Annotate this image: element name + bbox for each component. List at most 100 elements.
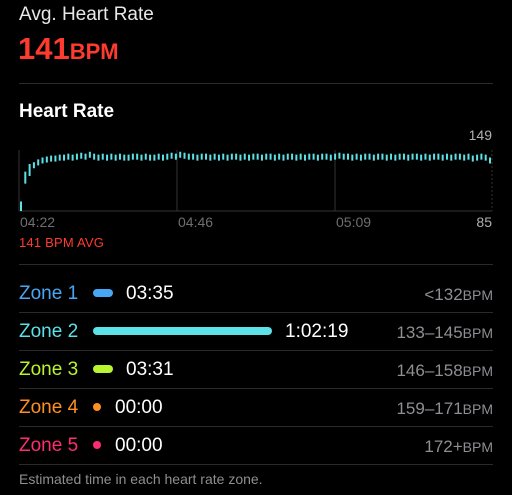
heart-rate-bar: [342, 153, 345, 160]
heart-rate-bar: [235, 153, 238, 160]
heart-rate-bar: [239, 154, 242, 161]
heart-rate-bar: [303, 154, 306, 161]
zone-time: 00:00: [115, 435, 163, 456]
x-tick-label: 04:22: [20, 214, 55, 230]
heart-rate-bar: [377, 153, 380, 160]
heart-rate-bar: [252, 153, 255, 160]
heart-rate-bar: [88, 151, 91, 158]
zone-range: 172+BPM: [424, 437, 493, 457]
heart-rate-bar: [84, 153, 87, 160]
zone-name: Zone 2: [19, 321, 79, 342]
footnote: Estimated time in each heart rate zone.: [19, 471, 263, 487]
heart-rate-bar: [489, 157, 491, 164]
heart-rate-bar: [325, 153, 328, 160]
y-min-label: 85: [476, 214, 492, 230]
heart-rate-bar: [243, 153, 246, 160]
heart-rate-bar: [458, 153, 461, 160]
heart-rate-bar: [97, 154, 100, 161]
heart-rate-bar: [467, 153, 470, 160]
heart-rate-bar: [445, 153, 448, 160]
heart-rate-bar: [402, 153, 405, 160]
heart-rate-bar: [28, 164, 31, 177]
heart-rate-bar: [385, 154, 388, 161]
heart-rate-bar: [334, 153, 337, 160]
heart-rate-bar: [329, 154, 332, 161]
heart-rate-bar: [428, 154, 431, 161]
zone-range-unit: BPM: [462, 439, 493, 455]
heart-rate-bar: [209, 154, 212, 161]
heart-rate-bar: [398, 153, 401, 160]
heart-rate-bar: [174, 153, 177, 160]
heart-rate-bar: [347, 153, 350, 160]
heart-rate-bar: [338, 152, 341, 159]
heart-rate-bar: [71, 154, 74, 161]
zone-divider: [19, 426, 493, 427]
heart-rate-bar: [118, 153, 121, 160]
zone-range: 133–145BPM: [396, 323, 493, 343]
zone-row: Zone 2 1:02:19 133–145BPM: [0, 312, 512, 350]
zone-dot: [93, 441, 101, 449]
heart-rate-bar: [282, 154, 285, 161]
heart-rate-bar: [41, 157, 44, 164]
divider: [19, 464, 493, 465]
heart-rate-bar: [441, 154, 444, 161]
heart-rate-bar: [149, 154, 152, 161]
heart-rate-bar: [80, 152, 83, 159]
zone-bar: [93, 289, 113, 297]
heart-rate-bar: [93, 153, 96, 160]
zone-name: Zone 5: [19, 435, 79, 456]
heart-rate-bar: [454, 153, 457, 160]
heart-rate-bar: [256, 153, 259, 160]
divider: [19, 264, 493, 265]
zone-time: 03:35: [126, 283, 174, 304]
heart-rate-bar: [295, 154, 298, 161]
heart-rate-bar: [260, 154, 263, 161]
heart-rate-bar: [196, 154, 199, 161]
heart-rate-bar: [153, 154, 156, 161]
heart-rate-bar: [217, 154, 220, 161]
zone-name: Zone 3: [19, 359, 79, 380]
heart-rate-bar: [205, 153, 208, 160]
heart-rate-bar: [101, 153, 104, 160]
heart-rate-title: Heart Rate: [19, 101, 115, 122]
avg-heart-rate-value: 141BPM: [18, 31, 119, 67]
heart-rate-bar: [480, 153, 483, 160]
heart-rate-bar: [54, 155, 57, 162]
zone-bar: [93, 327, 272, 335]
heart-rate-bar: [415, 153, 418, 160]
zone-bar: [93, 365, 113, 373]
heart-rate-chart: 149 85 04:22 04:46 05:09: [18, 127, 493, 230]
zone-row: Zone 5 00:00 172+BPM: [0, 426, 512, 464]
heart-rate-bar: [291, 153, 294, 160]
heart-rate-bar: [316, 154, 319, 161]
heart-rate-bar: [381, 153, 384, 160]
heart-rate-bar: [123, 154, 126, 161]
heart-rate-bar: [471, 155, 474, 162]
y-max-label: 149: [469, 127, 493, 143]
x-tick-label: 05:09: [336, 214, 371, 230]
heart-rate-bar: [37, 159, 40, 166]
heart-rate-bar: [140, 154, 143, 161]
heart-rate-bar: [136, 153, 139, 160]
heart-rate-bar: [63, 154, 66, 161]
heart-rate-bar: [355, 153, 358, 160]
heart-rate-bar: [127, 154, 130, 161]
zone-divider: [19, 312, 493, 313]
zone-range-value: 159–171: [396, 399, 463, 418]
heart-rate-bar: [308, 153, 311, 160]
zone-time: 1:02:19: [285, 321, 349, 342]
heart-rate-bar: [230, 153, 233, 160]
zone-time: 03:31: [126, 359, 174, 380]
heart-rate-bar: [67, 153, 70, 160]
divider: [19, 83, 493, 84]
heart-rate-bar: [222, 153, 225, 160]
zone-range-unit: BPM: [462, 287, 493, 303]
heart-rate-bar: [269, 153, 272, 160]
heart-rate-bar: [170, 152, 173, 159]
heart-rate-bar: [364, 153, 367, 160]
heart-rate-bar: [200, 153, 203, 160]
zone-row: Zone 3 03:31 146–158BPM: [0, 350, 512, 388]
heart-rate-bar: [187, 153, 190, 160]
heart-rate-bar: [273, 154, 276, 161]
heart-rate-bar: [265, 153, 268, 160]
